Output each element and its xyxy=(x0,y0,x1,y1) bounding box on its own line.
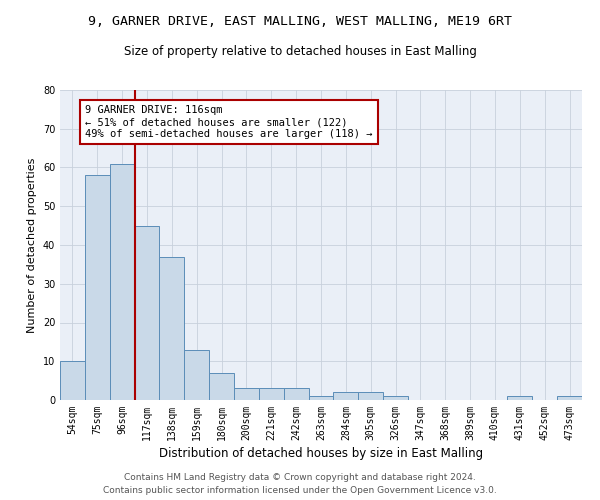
X-axis label: Distribution of detached houses by size in East Malling: Distribution of detached houses by size … xyxy=(159,447,483,460)
Y-axis label: Number of detached properties: Number of detached properties xyxy=(27,158,37,332)
Text: Contains public sector information licensed under the Open Government Licence v3: Contains public sector information licen… xyxy=(103,486,497,495)
Bar xyxy=(234,388,259,400)
Bar xyxy=(160,256,184,400)
Bar xyxy=(284,388,308,400)
Bar xyxy=(557,396,582,400)
Bar xyxy=(110,164,134,400)
Bar xyxy=(334,392,358,400)
Text: Size of property relative to detached houses in East Malling: Size of property relative to detached ho… xyxy=(124,45,476,58)
Bar xyxy=(358,392,383,400)
Text: 9 GARNER DRIVE: 116sqm
← 51% of detached houses are smaller (122)
49% of semi-de: 9 GARNER DRIVE: 116sqm ← 51% of detached… xyxy=(85,106,373,138)
Bar xyxy=(134,226,160,400)
Bar xyxy=(308,396,334,400)
Bar xyxy=(184,350,209,400)
Bar xyxy=(259,388,284,400)
Text: 9, GARNER DRIVE, EAST MALLING, WEST MALLING, ME19 6RT: 9, GARNER DRIVE, EAST MALLING, WEST MALL… xyxy=(88,15,512,28)
Bar xyxy=(383,396,408,400)
Bar xyxy=(85,175,110,400)
Text: Contains HM Land Registry data © Crown copyright and database right 2024.: Contains HM Land Registry data © Crown c… xyxy=(124,474,476,482)
Bar xyxy=(209,373,234,400)
Bar xyxy=(60,361,85,400)
Bar xyxy=(508,396,532,400)
